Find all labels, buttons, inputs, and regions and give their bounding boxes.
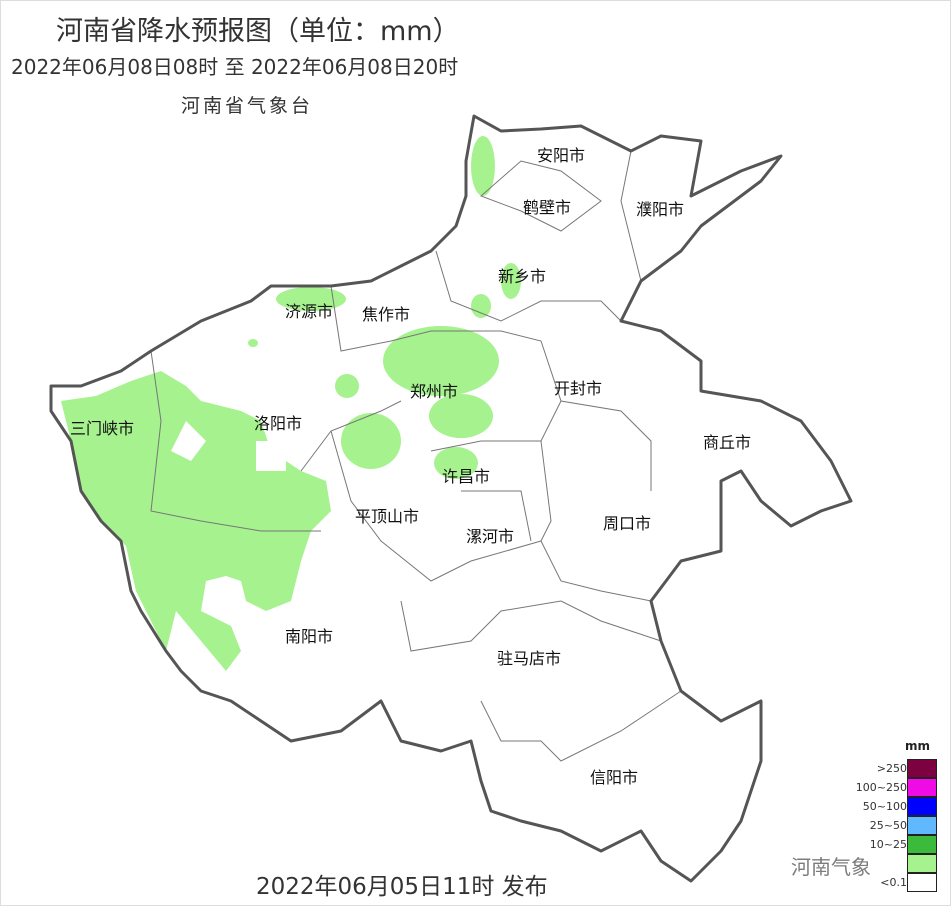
legend-item: 25~50: [870, 816, 937, 835]
city-label: 商丘市: [703, 433, 752, 452]
legend-swatch: [907, 759, 937, 778]
province-outline: [49, 114, 853, 883]
city-label: 焦作市: [362, 305, 411, 324]
watermark: 河南气象: [791, 855, 871, 879]
forecast-period: 2022年06月08日08时 至 2022年06月08日20时: [11, 55, 459, 79]
rain-areas: [61, 136, 521, 671]
city-label: 郑州市: [410, 382, 459, 401]
legend-item: 100~250: [856, 778, 937, 797]
legend-swatch: [907, 797, 937, 816]
city-label: 濮阳市: [636, 200, 685, 219]
organization: 河南省气象台: [181, 95, 314, 117]
issue-time: 2022年06月05日11时 发布: [256, 874, 548, 900]
legend-swatch: [907, 835, 937, 854]
city-label: 三门峡市: [70, 419, 135, 438]
city-label: 周口市: [603, 514, 652, 533]
legend-unit: mm: [905, 739, 931, 753]
city-label: 济源市: [285, 302, 334, 321]
city-label: 洛阳市: [254, 414, 303, 433]
legend-item: 10~25: [870, 835, 937, 854]
city-label: 驻马店市: [497, 649, 562, 668]
city-label: 新乡市: [498, 267, 547, 286]
map-title: 河南省降水预报图（单位：mm）: [56, 16, 460, 47]
rain-area-zhengzhou: [383, 326, 499, 396]
city-label: 许昌市: [442, 467, 491, 486]
city-boundaries: [150, 150, 682, 762]
city-label: 安阳市: [537, 146, 586, 165]
legend-item: <0.1: [871, 873, 937, 892]
legend-swatch: [907, 854, 937, 873]
city-label: 漯河市: [466, 527, 515, 546]
legend-swatch: [907, 816, 937, 835]
legend-item: 50~100: [863, 797, 937, 816]
legend-swatch: [907, 778, 937, 797]
city-label: 信阳市: [590, 768, 639, 787]
city-label: 平顶山市: [355, 507, 420, 526]
city-label: 南阳市: [285, 627, 334, 646]
legend-item: >250: [871, 759, 937, 778]
legend-swatch: [907, 873, 937, 892]
legend-item: [871, 854, 937, 873]
city-label: 鹤壁市: [523, 198, 572, 217]
city-label: 开封市: [554, 379, 603, 398]
